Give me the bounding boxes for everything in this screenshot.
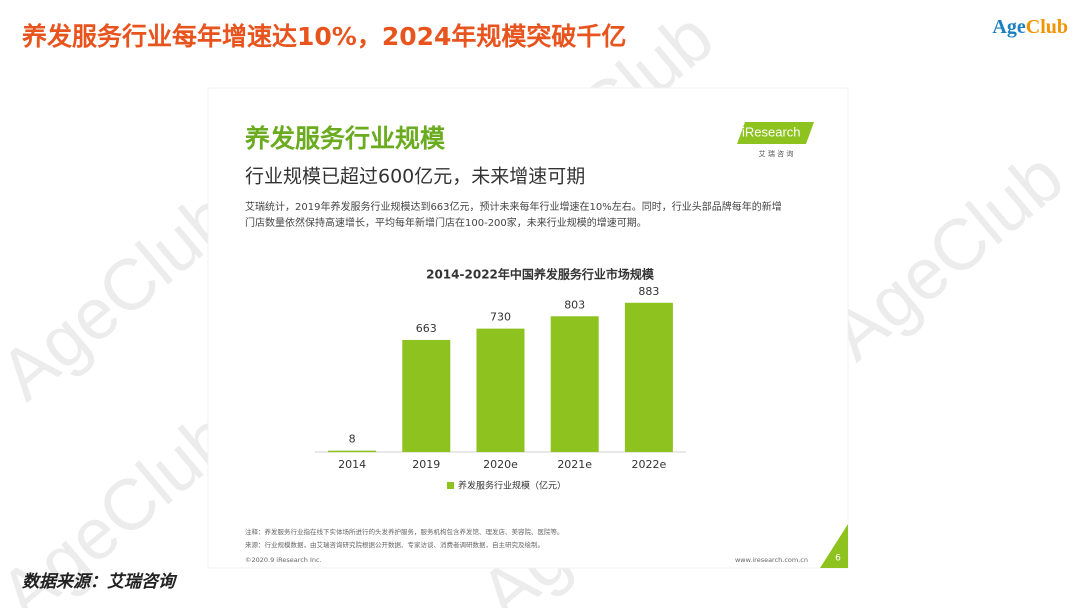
x-tick-label: 2014 [338,458,366,471]
logo-a: Age [992,16,1025,38]
page-number: 6 [835,554,841,564]
chart-title: 2014-2022年中国养发服务行业市场规模 [426,267,655,282]
bar [550,316,599,452]
bar [402,339,451,452]
page-corner [820,524,848,568]
brand: iResearch [742,124,801,139]
body-line: 门店数量依然保持高速增长，平均每年新增门店在100-200家，未来行业规模的增速… [245,216,647,229]
bar [476,328,525,452]
slide-card [207,87,849,569]
slide-subtitle: 行业规模已超过600亿元，未来增速可期 [245,166,585,188]
x-tick-label: 2019 [412,458,440,471]
data-label: 663 [416,322,437,335]
body-line: 艾瑞统计，2019年养发服务行业规模达到663亿元，预计未来每年行业增速在10%… [245,200,782,213]
page-title: 养发服务行业每年增速达10%，2024年规模突破千亿 [21,22,626,51]
note: 注释：养发服务行业指在线下实体场所进行的头发养护服务，服务机构包含养发馆、理发店… [245,527,564,536]
brand-cn: 艾 瑞 咨 询 [759,149,794,158]
footer-left: ©2020.9 iResearch Inc. [245,556,322,564]
logo: AgeClub [992,16,1068,38]
brand-badge [737,122,814,144]
x-tick-label: 2021e [557,458,592,471]
bar [624,302,673,452]
x-tick-label: 2020e [483,458,518,471]
legend-label: 养发服务行业规模（亿元） [458,480,566,492]
data-label: 730 [490,311,511,324]
legend-swatch [447,482,454,489]
note: 来源：行业规模数据，由艾瑞咨询研究院根据公开数据、专家访谈、消费者调研数据，自主… [245,540,544,549]
bar [328,450,377,453]
footer-right: www.iresearch.com.cn [735,556,808,564]
x-tick-label: 2022e [632,458,667,471]
slide-title: 养发服务行业规模 [244,124,446,153]
data-label: 883 [638,285,659,298]
data-label: 803 [564,298,585,311]
data-label: 8 [349,433,356,446]
logo-b: Club [1026,16,1068,38]
source: 数据来源：艾瑞咨询 [22,572,178,592]
